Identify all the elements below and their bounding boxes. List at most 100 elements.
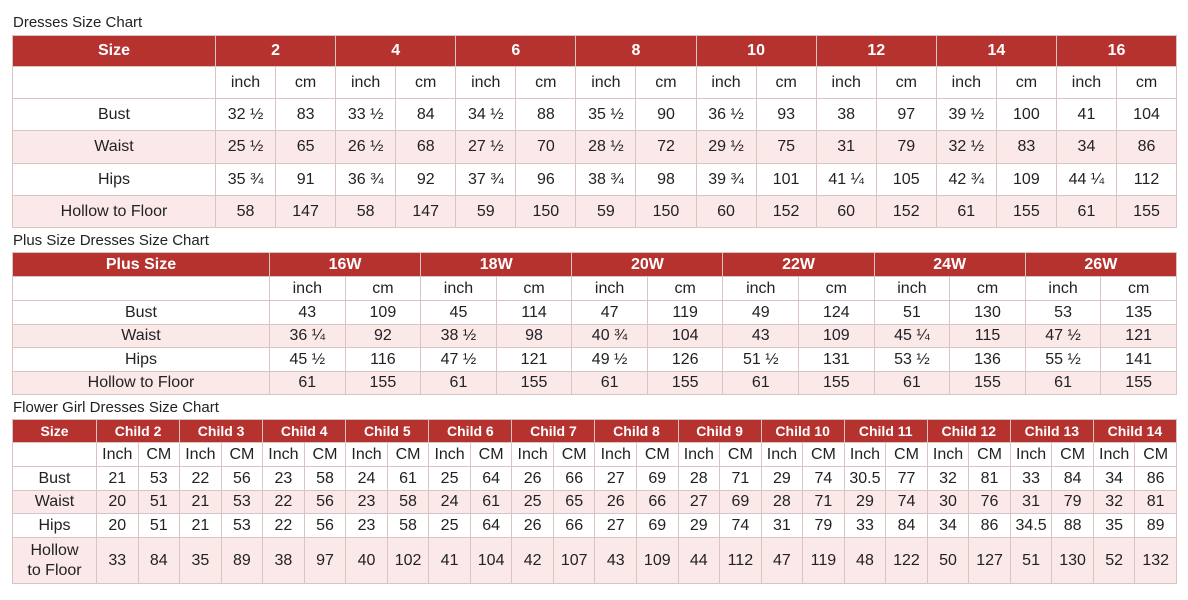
size-header-cell: 24W [873, 252, 1026, 277]
measurement-value: 47 [760, 537, 804, 584]
unit-cm-cell: cm [949, 276, 1026, 301]
measurement-value: 47 ½ [420, 347, 497, 372]
measurement-label: Hollow to Floor [12, 371, 270, 395]
measurement-value: 34 [1092, 466, 1136, 491]
size-header-cell: 26W [1024, 252, 1177, 277]
measurement-value: 71 [802, 490, 845, 514]
measurement-value: 39 ¾ [695, 163, 757, 196]
unit-inch-cell: inch [695, 66, 757, 99]
unit-cm-cell: cm [995, 66, 1057, 99]
measurement-value: 61 [469, 490, 513, 514]
measurement-value: 53 [1024, 300, 1102, 325]
measurement-value: 89 [220, 537, 264, 584]
measurement-value: 25 [428, 513, 471, 538]
measurement-value: 38 ½ [420, 324, 497, 348]
measurement-value: 35 [179, 537, 222, 584]
measurement-value: 26 ½ [335, 130, 397, 164]
unit-cm-cell: CM [220, 442, 264, 467]
unit-inch-cell: Inch [1092, 442, 1136, 467]
measurement-value: 21 [179, 490, 222, 514]
unit-inch-cell: Inch [511, 442, 554, 467]
measurement-value: 45 ¼ [873, 324, 951, 348]
unit-cm-cell: cm [1100, 276, 1177, 301]
measurement-value: 150 [635, 195, 697, 228]
measurement-value: 88 [1051, 513, 1094, 538]
measurement-value: 31 [1009, 490, 1053, 514]
measurement-value: 23 [345, 490, 388, 514]
size-header-cell: Child 10 [760, 419, 845, 443]
measurement-label: Hollow to Floor [12, 195, 216, 228]
measurement-label: Waist [12, 130, 216, 164]
measurement-value: 55 ½ [1024, 347, 1102, 372]
unit-cm-cell: CM [303, 442, 347, 467]
measurement-value: 97 [303, 537, 347, 584]
measurement-value: 109 [798, 324, 875, 348]
unit-cm-cell: cm [755, 66, 817, 99]
measurement-value: 92 [344, 324, 422, 348]
unit-inch-cell: inch [1024, 276, 1102, 301]
measurement-row: Bust 21 53 22 56 23 58 24 61 25 64 26 66 27 69 28 71 29 74… [12, 466, 1177, 491]
measurement-value: 155 [646, 371, 724, 395]
measurement-value: 30 [926, 490, 970, 514]
measurement-value: 36 ¼ [269, 324, 346, 348]
unit-inch-cell: Inch [262, 442, 305, 467]
size-header-cell: Child 5 [345, 419, 430, 443]
measurement-value: 86 [1115, 130, 1178, 164]
measurement-value: 102 [386, 537, 430, 584]
unit-inch-cell: inch [1055, 66, 1117, 99]
measurement-value: 104 [646, 324, 724, 348]
measurement-value: 155 [1115, 195, 1178, 228]
measurement-value: 66 [552, 466, 596, 491]
unit-row: inch cm inch cm inch cm inch cm inch cm inch cm inch… [12, 66, 1178, 99]
measurement-row: Hollow to Floor 33 84 35 89 38 97 40 102 41 104 42 1… [12, 537, 1177, 584]
measurement-row: Hollow to Floor 61 155 61 155 61 155 61 155 61 155… [12, 371, 1177, 395]
measurement-value: 21 [96, 466, 139, 491]
measurement-row: Waist 36 ¼ 92 38 ½ 98 40 ¾ 104 43 109 45 ¼ 115 47 ½… [12, 324, 1177, 348]
measurement-value: 96 [515, 163, 577, 196]
unit-inch-cell: Inch [428, 442, 471, 467]
measurement-value: 35 ¾ [214, 163, 277, 196]
measurement-value: 23 [345, 513, 388, 538]
measurement-row: Bust 32 ½ 83 33 ½ 84 34 ½ 88 35 ½ 90 36 ½ 93 38 97 39… [12, 98, 1178, 131]
size-header-cell: 16W [268, 252, 422, 277]
measurement-value: 147 [275, 195, 337, 228]
measurement-value: 60 [695, 195, 757, 228]
measurement-value: 58 [335, 195, 397, 228]
unit-cm-cell: cm [515, 66, 577, 99]
measurement-value: 71 [719, 466, 762, 491]
measurement-value: 23 [262, 466, 305, 491]
unit-cm-cell: CM [1051, 442, 1094, 467]
measurement-value: 79 [875, 130, 937, 164]
measurement-value: 28 ½ [575, 130, 637, 164]
measurement-label: Hips [12, 513, 97, 538]
measurement-value: 84 [1051, 466, 1094, 491]
measurement-value: 98 [635, 163, 697, 196]
plus-chart-title: Plus Size Dresses Size Chart [13, 232, 209, 249]
measurement-value: 22 [262, 513, 305, 538]
measurement-value: 39 ½ [935, 98, 997, 131]
measurement-value: 56 [303, 490, 347, 514]
measurement-value: 66 [636, 490, 679, 514]
unit-cm-cell: CM [386, 442, 430, 467]
unit-row: inch cm inch cm inch cm inch cm inch cm inch cm [12, 276, 1177, 301]
unit-cm-cell: cm [635, 66, 697, 99]
measurement-value: 119 [802, 537, 845, 584]
measurement-value: 33 [1009, 466, 1053, 491]
measurement-value: 105 [875, 163, 937, 196]
size-header-cell: 16 [1055, 35, 1178, 67]
measurement-value: 127 [968, 537, 1011, 584]
measurement-value: 24 [345, 466, 388, 491]
measurement-value: 51 [137, 513, 181, 538]
measurement-value: 27 [594, 513, 637, 538]
measurement-value: 93 [755, 98, 817, 131]
measurement-row: Hollow to Floor 58 147 58 147 59 150 59 150 60 152… [12, 195, 1178, 228]
unit-inch-cell: Inch [594, 442, 637, 467]
measurement-value: 155 [949, 371, 1026, 395]
unit-cm-cell: cm [395, 66, 457, 99]
unit-inch-cell: inch [575, 66, 637, 99]
measurement-value: 75 [755, 130, 817, 164]
measurement-value: 26 [511, 513, 554, 538]
measurement-value: 29 ½ [695, 130, 757, 164]
measurement-label: Bust [12, 466, 97, 491]
